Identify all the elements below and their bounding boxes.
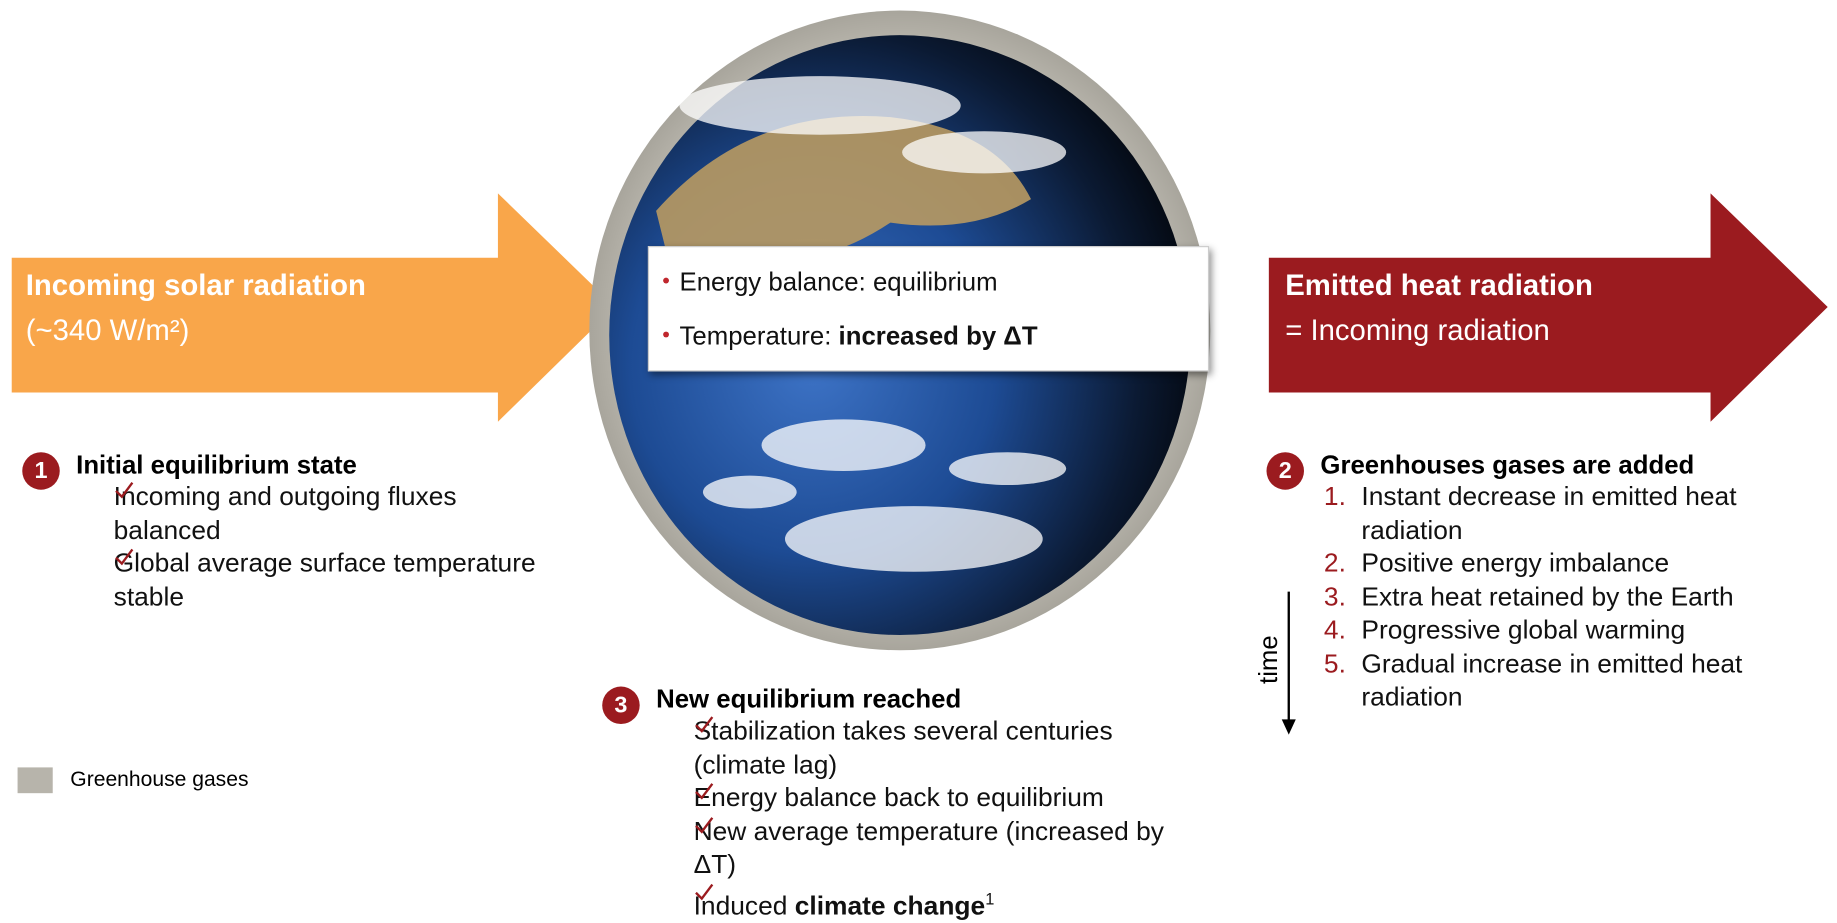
page: Incoming solar radiation (~340 W/m²) Emi… (0, 0, 1837, 919)
time-label: time (1253, 635, 1283, 684)
emitted-arrow (1269, 193, 1828, 421)
step-item: 4.Progressive global warming (1361, 614, 1837, 647)
step-item: Global average surface temperature stabl… (114, 547, 559, 614)
emitted-title: Emitted heat radiation (1285, 269, 1593, 303)
item-number: 2. (1324, 547, 1346, 580)
item-number: 5. (1324, 647, 1346, 680)
check-mark (694, 815, 715, 834)
check-mark (694, 781, 715, 800)
legend-swatch (18, 767, 53, 793)
check-mark (694, 882, 715, 901)
step-item: Induced climate change1 (694, 882, 1210, 923)
step-item: Stabilization takes several centuries (c… (694, 715, 1210, 782)
item-bold: climate change (795, 890, 985, 919)
center-list: Energy balance: equilibrium Temperature: … (649, 247, 1208, 363)
center-item: Energy balance: equilibrium (680, 255, 1208, 309)
item-text: New average temperature (increased by ΔT… (694, 816, 1164, 879)
item-number: 4. (1324, 614, 1346, 647)
bullet (663, 332, 669, 338)
time-arrow-head (1282, 719, 1296, 734)
item-text: Positive energy imbalance (1361, 548, 1669, 577)
step-list: Stabilization takes several centuries (c… (694, 715, 1210, 923)
incoming-arrow (12, 193, 615, 421)
step-item: 2.Positive energy imbalance (1361, 547, 1837, 580)
check-mark (114, 480, 135, 499)
item-text: Energy balance back to equilibrium (694, 783, 1104, 812)
item-number: 1. (1324, 480, 1346, 513)
step-item: New average temperature (increased by ΔT… (694, 815, 1210, 882)
item-text: Gradual increase in emitted heat radiati… (1361, 648, 1742, 711)
item-bold: increased by ΔT (839, 321, 1038, 350)
center-item: Temperature: increased by ΔT (680, 309, 1208, 363)
step-item: Incoming and outgoing fluxes balanced (114, 480, 559, 547)
item-text: Progressive global warming (1361, 615, 1685, 644)
item-text: Stabilization takes several centuries (c… (694, 716, 1113, 779)
item-text: Extra heat retained by the Earth (1361, 582, 1733, 611)
emitted-subtitle: = Incoming radiation (1285, 314, 1550, 348)
footnote: 1 (985, 889, 994, 908)
item-text: Global average surface temperature stabl… (114, 548, 536, 611)
step-item: Energy balance back to equilibrium (694, 781, 1210, 814)
step-badge: 1 (22, 452, 59, 489)
check-mark (114, 547, 135, 566)
incoming-subtitle: (~340 W/m²) (26, 314, 190, 348)
bullet (663, 278, 669, 284)
step-item: 1.Instant decrease in emitted heat radia… (1361, 480, 1837, 547)
item-text: Instant decrease in emitted heat radiati… (1361, 482, 1736, 545)
slide: Incoming solar radiation (~340 W/m²) Emi… (0, 0, 1837, 919)
item-text: Temperature: (680, 321, 839, 350)
step-list: 1.Instant decrease in emitted heat radia… (1361, 480, 1837, 714)
item-text: Energy balance: equilibrium (680, 267, 998, 296)
center-box: Energy balance: equilibrium Temperature: … (648, 246, 1209, 371)
legend-label: Greenhouse gases (70, 767, 248, 792)
step-item: 3.Extra heat retained by the Earth (1361, 581, 1837, 614)
step-badge: 2 (1266, 452, 1303, 489)
check-mark (694, 715, 715, 734)
step-item: 5.Gradual increase in emitted heat radia… (1361, 647, 1837, 714)
item-number: 3. (1324, 581, 1346, 614)
item-text: Incoming and outgoing fluxes balanced (114, 482, 457, 545)
step-title: New equilibrium reached (656, 684, 1209, 714)
incoming-title: Incoming solar radiation (26, 269, 366, 303)
step-badge: 3 (602, 687, 639, 724)
step-title: Initial equilibrium state (76, 450, 559, 480)
step-title: Greenhouses gases are added (1320, 450, 1837, 480)
